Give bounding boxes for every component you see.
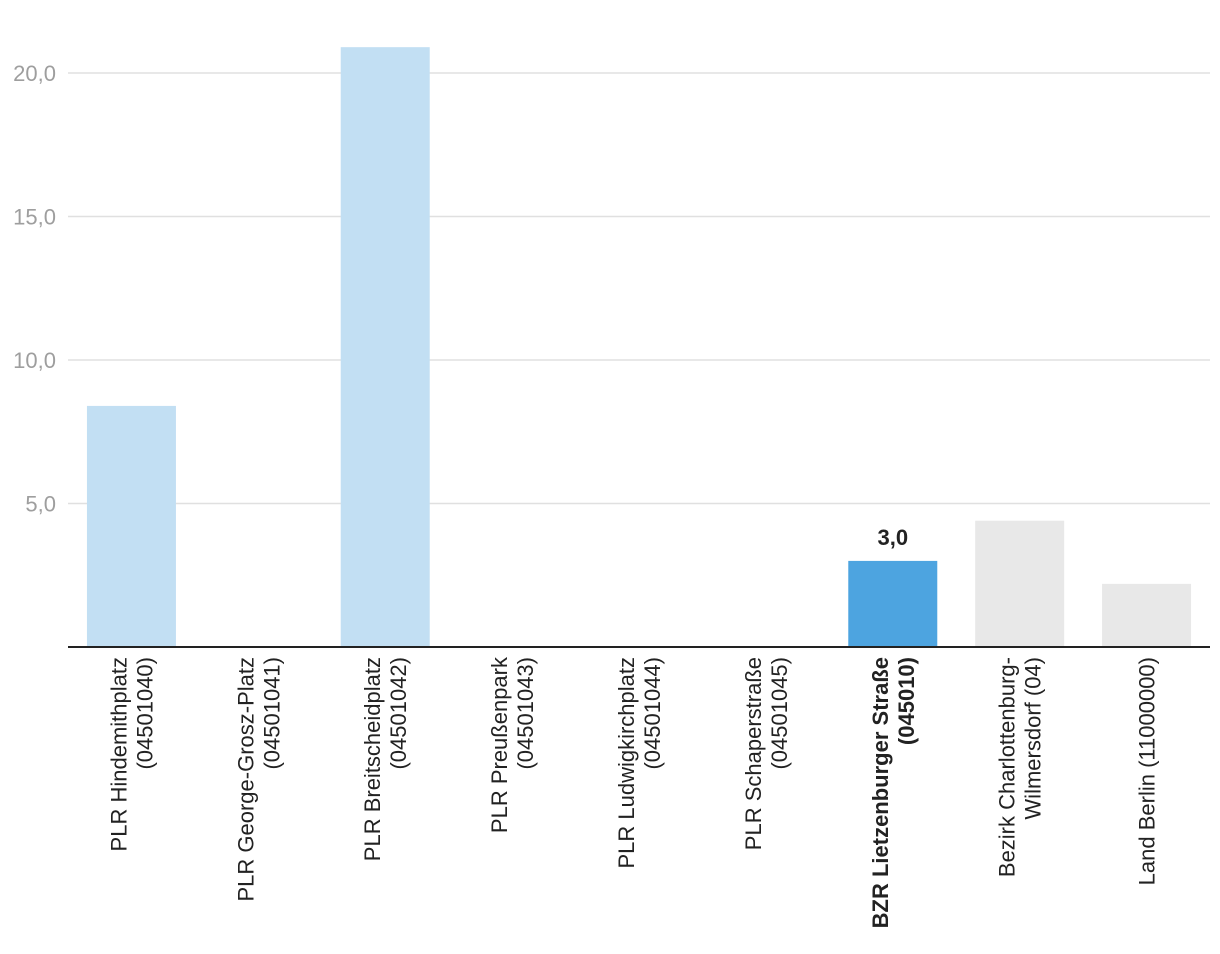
- bars: [86, 47, 1192, 648]
- category-label-line: (04501041): [259, 657, 284, 770]
- category-label: Land Berlin (11000000): [1135, 657, 1160, 885]
- data-label: 3,0: [877, 525, 908, 550]
- category-label-line: (04501045): [767, 657, 792, 770]
- category-label: PLR Preußenpark (04501043): [487, 656, 538, 833]
- gridlines: [68, 72, 1210, 505]
- bar: [86, 405, 176, 647]
- category-labels: PLR Hindemithplatz (04501040) PLR George-G…: [106, 656, 1159, 928]
- category-label: PLR George-Grosz-Platz (04501041): [233, 657, 284, 902]
- y-axis-ticks: 5,0 10,0 15,0 20,0: [13, 61, 56, 517]
- category-label: PLR Hindemithplatz (04501040): [106, 657, 157, 851]
- category-label-line: (045010): [894, 657, 919, 745]
- category-label-line: PLR Breitscheidplatz: [360, 657, 385, 861]
- y-tick-label: 10,0: [13, 348, 56, 373]
- category-label-line: PLR Ludwigkirchplatz: [614, 657, 639, 869]
- category-label-line: (04501043): [513, 657, 538, 770]
- category-label: Bezirk Charlottenburg- Wilmersdorf (04): [995, 657, 1046, 877]
- bar: [975, 520, 1065, 647]
- category-label-line: Bezirk Charlottenburg-: [995, 657, 1020, 877]
- category-label-line: PLR Hindemithplatz: [106, 657, 131, 851]
- data-labels: 3,0: [877, 525, 908, 550]
- category-label-line: (04501044): [640, 657, 665, 770]
- category-label-line: Land Berlin (11000000): [1135, 657, 1160, 885]
- category-label-line: PLR Preußenpark: [487, 656, 512, 833]
- y-tick-label: 5,0: [25, 492, 56, 517]
- category-label: PLR Schaperstraße (04501045): [741, 657, 792, 850]
- bar: [1102, 583, 1192, 647]
- category-label: BZR Lietzenburger Straße (045010): [868, 657, 919, 928]
- bar: [340, 47, 430, 648]
- category-label-line: BZR Lietzenburger Straße: [868, 657, 893, 928]
- category-label-line: Wilmersdorf (04): [1021, 657, 1046, 820]
- category-label: PLR Ludwigkirchplatz (04501044): [614, 657, 665, 869]
- category-label-line: PLR George-Grosz-Platz: [233, 657, 258, 902]
- category-label-line: PLR Schaperstraße: [741, 657, 766, 850]
- y-tick-label: 20,0: [13, 61, 56, 86]
- y-tick-label: 15,0: [13, 205, 56, 230]
- category-label-line: (04501042): [386, 657, 411, 770]
- category-label: PLR Breitscheidplatz (04501042): [360, 657, 411, 861]
- bar: [848, 560, 938, 647]
- category-label-line: (04501040): [132, 657, 157, 770]
